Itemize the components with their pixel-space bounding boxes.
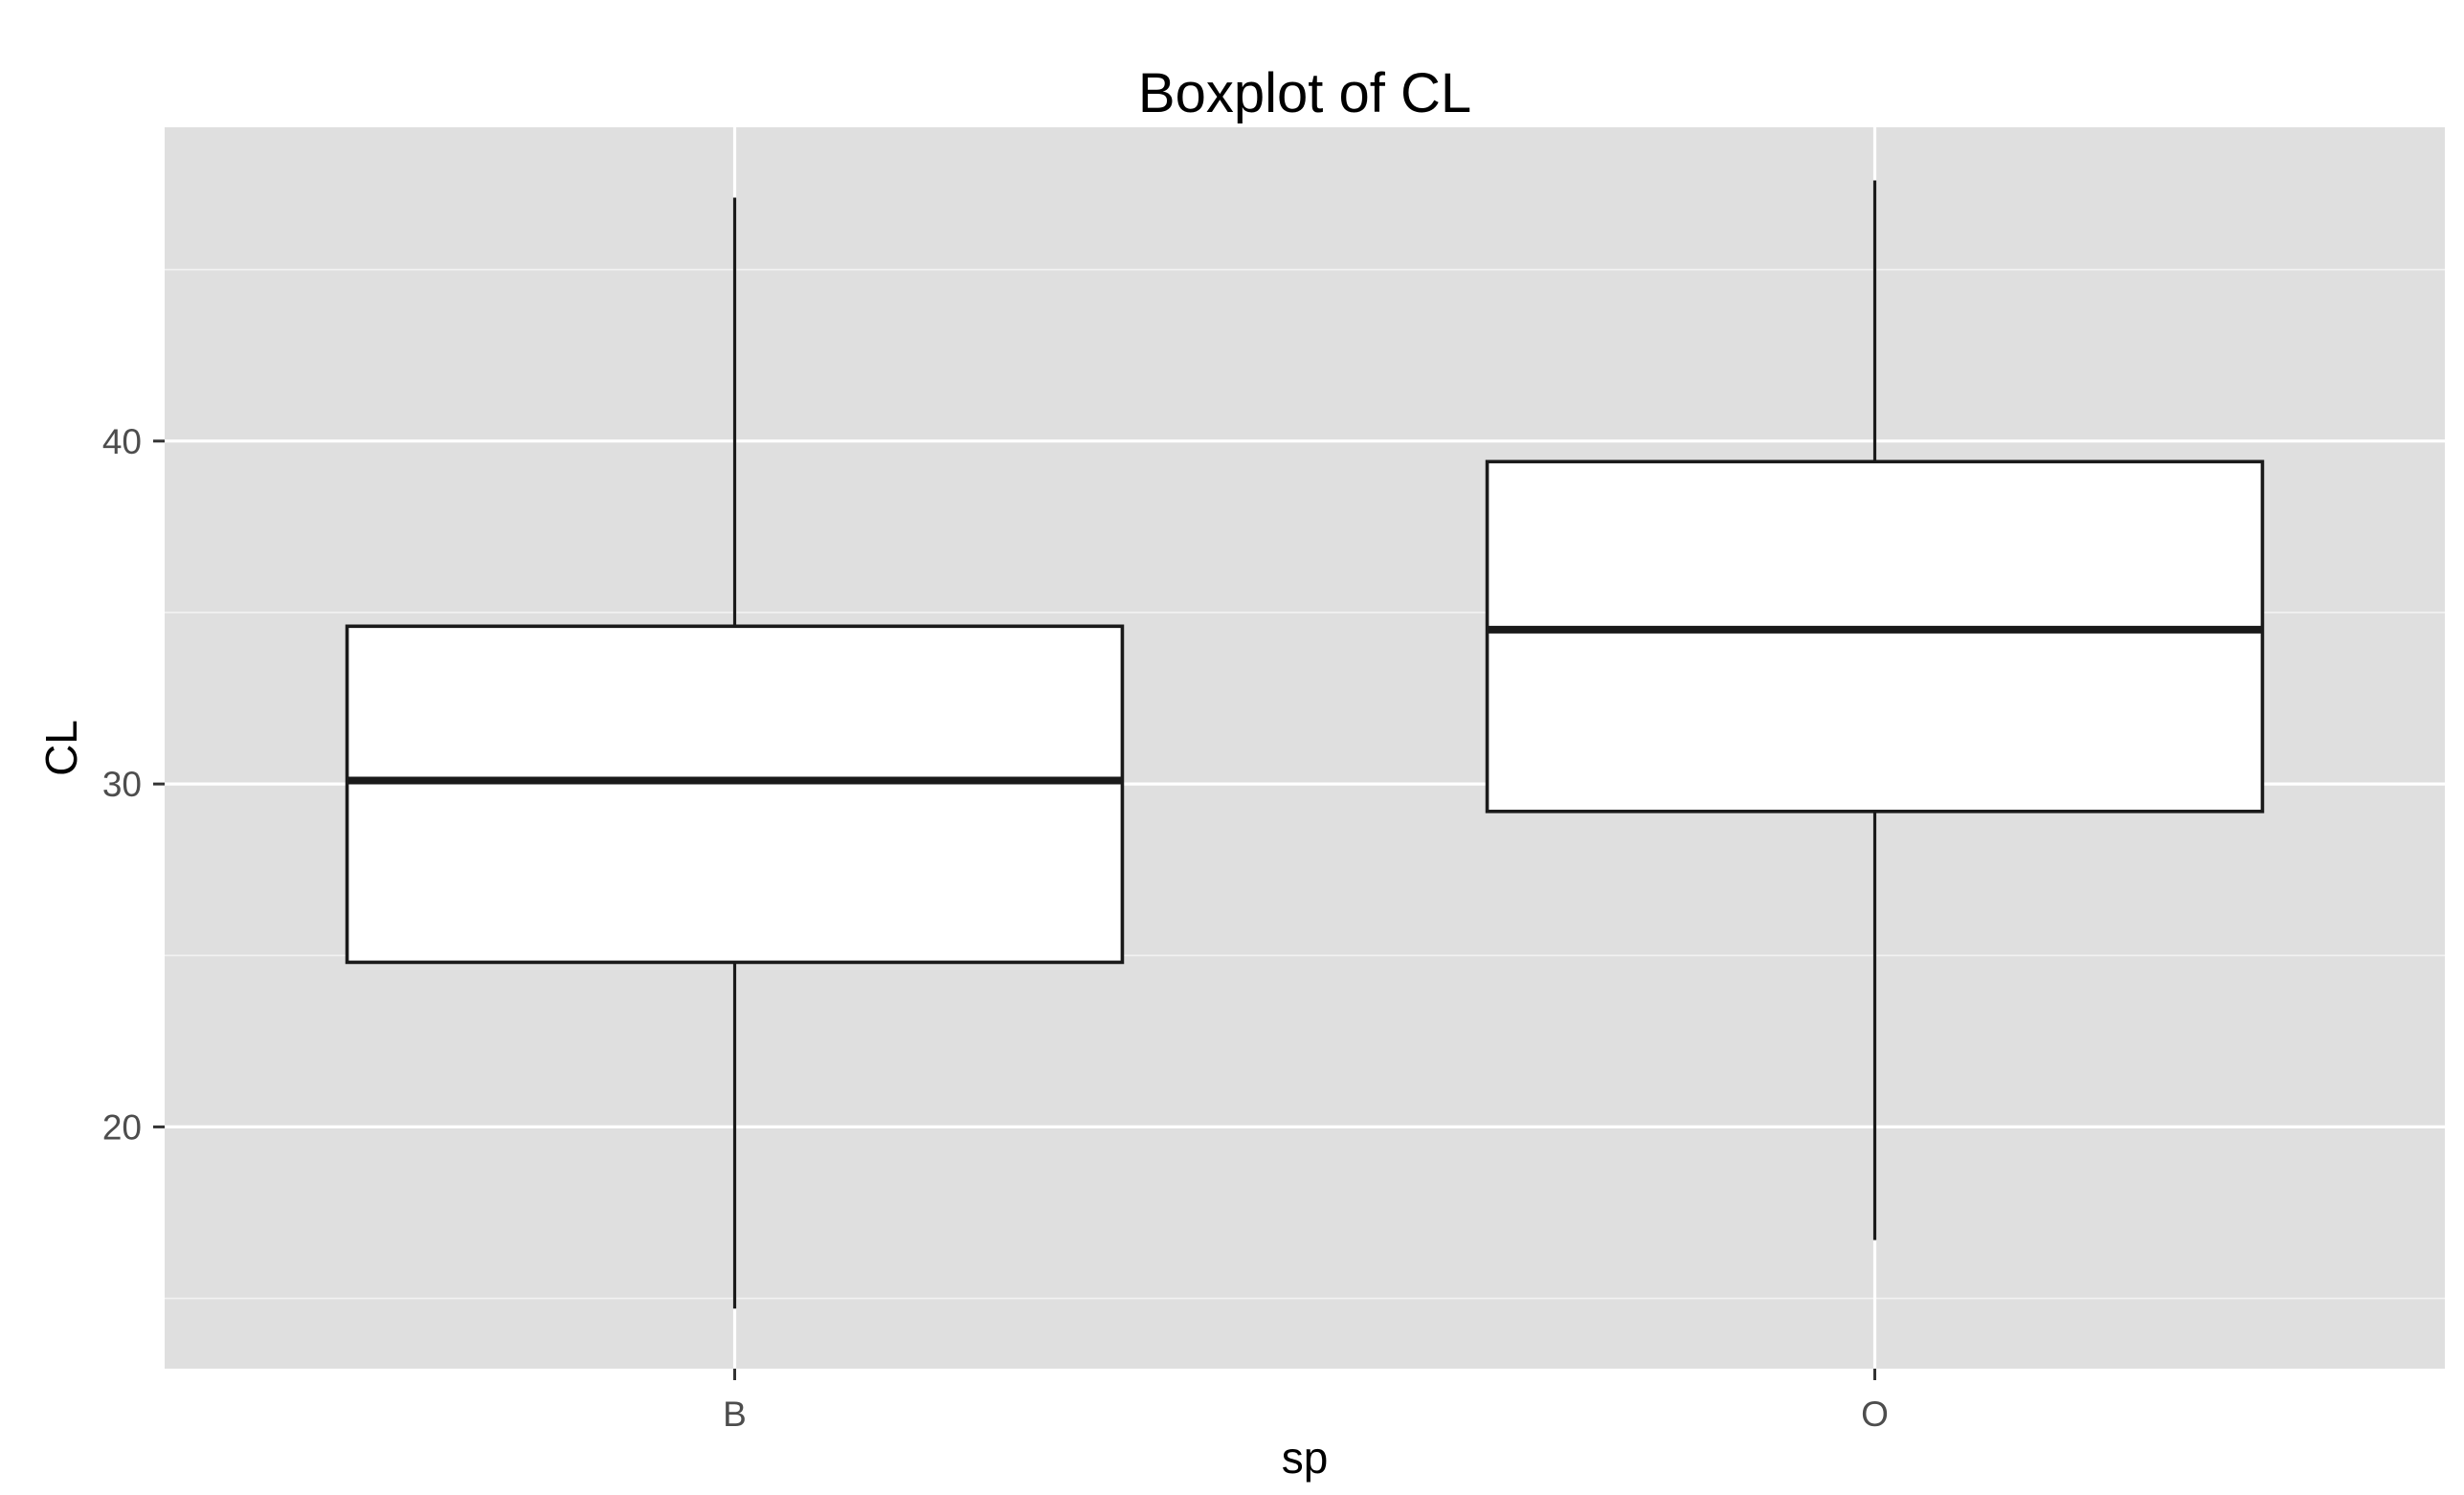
box-body: [345, 624, 1125, 965]
axes: 20 30 40 B O: [102, 422, 1889, 1434]
box-body: [1485, 459, 2265, 814]
y-tick-label: 40: [102, 422, 142, 461]
x-tick-label: B: [723, 1395, 747, 1434]
x-tick-label: O: [1861, 1395, 1889, 1434]
box-b: [345, 197, 1125, 1309]
chart-title: Boxplot of CL: [1138, 62, 1471, 124]
box-series: [345, 180, 2265, 1309]
box-o: [1485, 180, 2265, 1240]
y-tick-label: 30: [102, 765, 142, 804]
y-axis-title: CL: [36, 720, 86, 776]
x-axis-title: sp: [1282, 1433, 1329, 1483]
y-tick-label: 20: [102, 1107, 142, 1147]
